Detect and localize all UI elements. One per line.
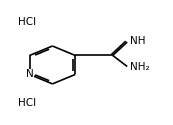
Text: NH: NH	[130, 36, 145, 46]
Text: HCl: HCl	[18, 17, 37, 27]
Text: HCl: HCl	[18, 98, 37, 108]
Text: N: N	[26, 69, 34, 79]
Text: NH₂: NH₂	[130, 62, 149, 72]
